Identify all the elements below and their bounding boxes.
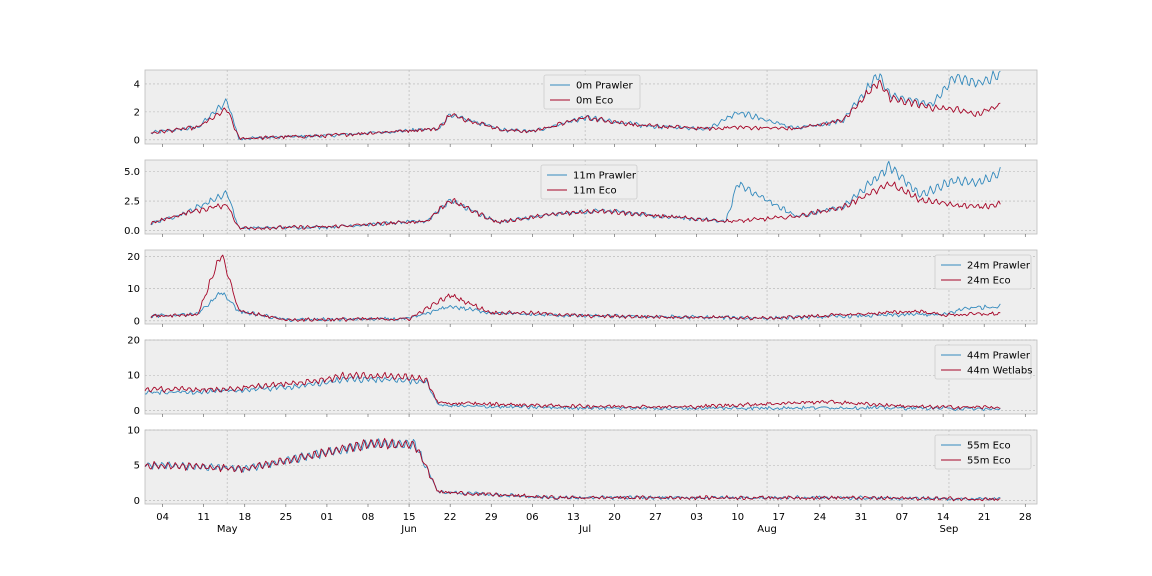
x-month-label: Jul bbox=[578, 524, 591, 535]
x-tick-label: 11 bbox=[197, 512, 210, 523]
legend-label: 44m Wetlabs bbox=[967, 366, 1032, 377]
x-month-label: Sep bbox=[940, 524, 959, 535]
legend: 55m Eco 55m Eco bbox=[934, 434, 1032, 470]
y-tick-label: 0 bbox=[134, 406, 140, 417]
x-tick-label: 03 bbox=[690, 512, 703, 523]
legend-label: 11m Prawler bbox=[573, 171, 637, 182]
legend: 24m Prawler 24m Eco bbox=[934, 254, 1032, 290]
series-line bbox=[144, 371, 1001, 410]
x-tick-label: 04 bbox=[156, 512, 169, 523]
series-line bbox=[150, 160, 1001, 231]
legend-label: 55m Eco bbox=[967, 441, 1011, 452]
x-tick-label: 20 bbox=[608, 512, 621, 523]
x-tick-label: 13 bbox=[567, 512, 580, 523]
x-tick-label: 21 bbox=[978, 512, 991, 523]
x-tick-label: 01 bbox=[321, 512, 334, 523]
series-line bbox=[150, 254, 1001, 322]
y-tick-label: 0.0 bbox=[124, 226, 140, 237]
x-tick-label: 10 bbox=[731, 512, 744, 523]
y-tick-label: 20 bbox=[127, 252, 140, 263]
y-tick-label: 2.5 bbox=[124, 197, 140, 208]
legend-label: 11m Eco bbox=[573, 186, 617, 197]
legend-label: 44m Prawler bbox=[967, 351, 1031, 362]
y-tick-label: 4 bbox=[134, 79, 140, 90]
x-tick-label: 15 bbox=[403, 512, 416, 523]
legend: 0m Prawler 0m Eco bbox=[543, 74, 641, 110]
plot-area bbox=[144, 429, 1038, 505]
y-tick-label: 2 bbox=[134, 107, 140, 118]
x-tick-label: 18 bbox=[238, 512, 251, 523]
legend: 11m Prawler 11m Eco bbox=[540, 164, 638, 200]
series-line bbox=[150, 181, 1001, 231]
x-tick-label: 31 bbox=[855, 512, 868, 523]
legend-label: 0m Eco bbox=[576, 96, 613, 107]
x-tick-label: 24 bbox=[814, 512, 827, 523]
x-month-label: Jun bbox=[400, 524, 417, 535]
legend-label: 0m Prawler bbox=[576, 81, 633, 92]
x-tick-label: 07 bbox=[896, 512, 909, 523]
legend-label: 24m Eco bbox=[967, 276, 1011, 287]
y-tick-label: 0 bbox=[134, 316, 140, 327]
legend: 44m Prawler 44m Wetlabs bbox=[934, 344, 1032, 380]
series-line bbox=[144, 375, 1001, 412]
y-tick-label: 5 bbox=[134, 461, 140, 472]
x-tick-label: 29 bbox=[485, 512, 498, 523]
plot-area bbox=[144, 339, 1038, 415]
x-tick-label: 22 bbox=[444, 512, 457, 523]
y-tick-label: 10 bbox=[127, 426, 140, 437]
y-tick-label: 10 bbox=[127, 371, 140, 382]
x-tick-label: 28 bbox=[1019, 512, 1032, 523]
legend-label: 55m Eco bbox=[967, 456, 1011, 467]
y-tick-label: 20 bbox=[127, 336, 140, 347]
subplot-4: 0 10 20 44m Prawler 44m Wetlabs bbox=[127, 336, 1038, 417]
x-month-label: May bbox=[217, 524, 238, 535]
x-tick-label: 08 bbox=[362, 512, 375, 523]
series-line bbox=[150, 79, 1001, 141]
y-tick-label: 5.0 bbox=[124, 167, 140, 178]
y-tick-label: 0 bbox=[134, 496, 140, 507]
y-tick-label: 10 bbox=[127, 284, 140, 295]
x-tick-label: 27 bbox=[649, 512, 662, 523]
x-tick-label: 14 bbox=[937, 512, 950, 523]
subplot-5: 0 5 10 55m Eco 55m Eco bbox=[127, 426, 1038, 507]
legend-label: 24m Prawler bbox=[967, 261, 1031, 272]
subplot-1: 0 2 4 0m Prawler 0m Eco bbox=[134, 69, 1038, 147]
x-tick-label: 25 bbox=[279, 512, 292, 523]
subplot-2: 0.0 2.5 5.0 11m Prawler 11m Eco bbox=[124, 159, 1038, 237]
series-line bbox=[144, 437, 1001, 502]
x-month-label: Aug bbox=[757, 524, 777, 535]
y-tick-label: 0 bbox=[134, 135, 140, 146]
x-tick-label: 06 bbox=[526, 512, 539, 523]
x-tick-label: 17 bbox=[772, 512, 785, 523]
subplot-3: 0 10 20 24m Prawler 24m Eco bbox=[127, 249, 1038, 327]
